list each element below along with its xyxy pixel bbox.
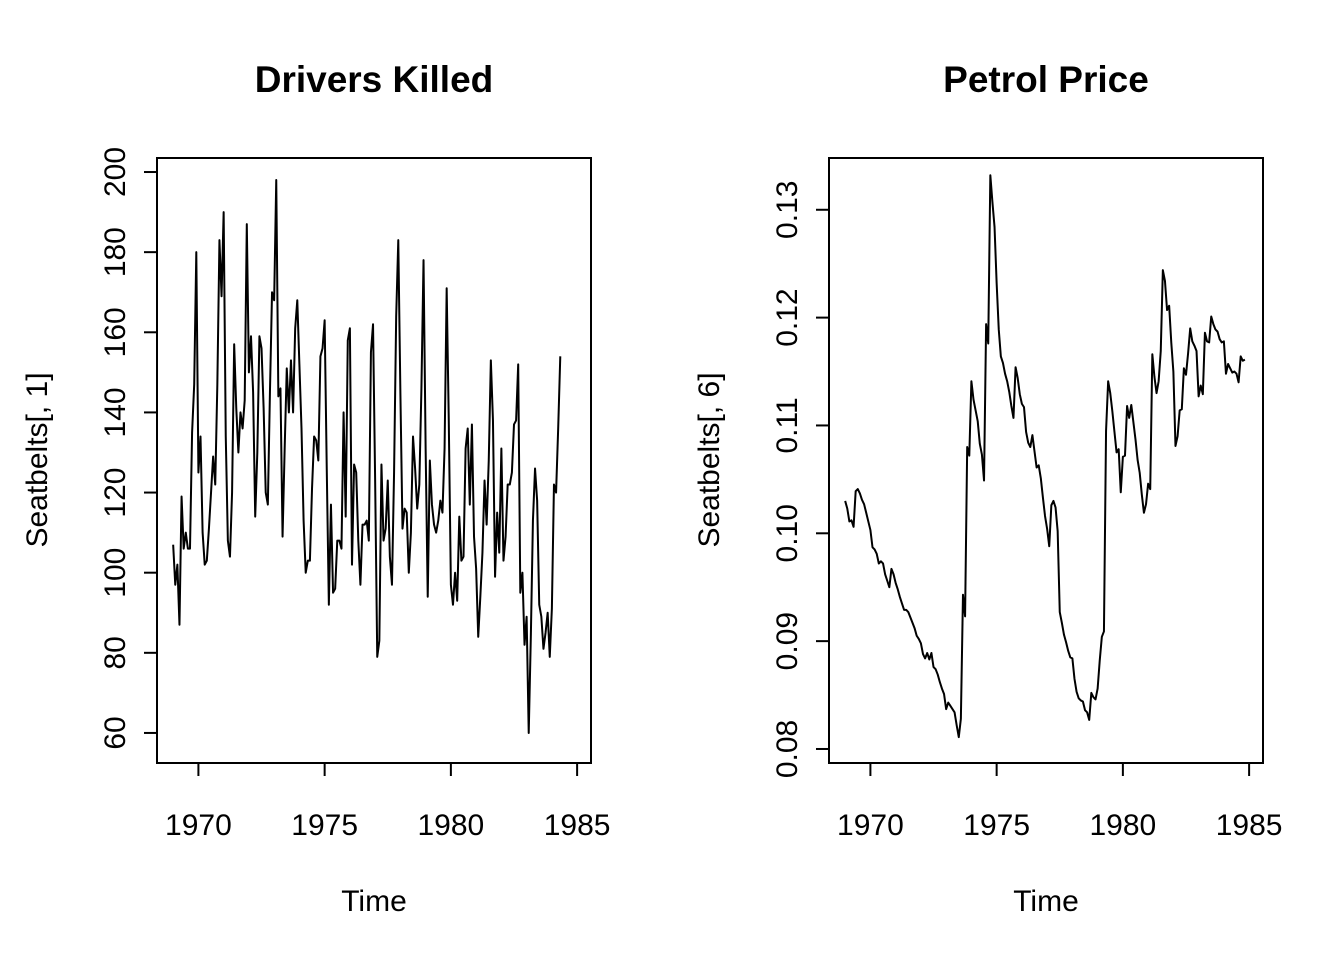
x-tick-label: 1970 [837, 809, 904, 842]
x-tick-label: 1980 [1090, 809, 1157, 842]
y-tick-label: 0.08 [771, 720, 804, 778]
petrol-price-panel: Petrol Price Time Seatbelts[, 6] 1970 197… [693, 59, 1282, 918]
x-tick-label: 1975 [291, 809, 358, 842]
y-tick-label: 0.10 [771, 504, 804, 562]
y-tick-label: 0.13 [771, 181, 804, 239]
y-tick-label: 100 [99, 548, 132, 598]
y-tick-label: 0.09 [771, 612, 804, 670]
x-axis-title: Time [341, 885, 407, 918]
plot-marks [844, 174, 1246, 739]
x-tick-label: 1985 [544, 809, 611, 842]
chart-title: Petrol Price [943, 59, 1149, 100]
series-line [172, 179, 562, 734]
axes: 1970 1975 1980 1985 60 80 100 120 140 160 180 200 [99, 147, 610, 842]
y-tick-label: 140 [99, 387, 132, 437]
chart-title: Drivers Killed [255, 59, 494, 100]
y-tick-label: 0.11 [771, 397, 804, 453]
y-tick-label: 60 [99, 716, 132, 749]
x-tick-label: 1975 [963, 809, 1030, 842]
drivers-killed-panel: Drivers Killed Time Seatbelts[, 1] 1970 1… [21, 59, 610, 918]
x-tick-label: 1980 [418, 809, 485, 842]
y-tick-label: 160 [99, 307, 132, 357]
plot-frame [828, 157, 1264, 764]
series-line [844, 174, 1246, 739]
x-tick-label: 1970 [165, 809, 232, 842]
y-axis-title: Seatbelts[, 6] [693, 372, 726, 547]
y-tick-label: 0.12 [771, 288, 804, 346]
y-axis-title: Seatbelts[, 1] [21, 372, 54, 547]
axes: 1970 1975 1980 1985 0.08 0.09 0.10 0.11 0.12 0.13 [771, 181, 1282, 842]
x-tick-label: 1985 [1216, 809, 1283, 842]
plot-marks [172, 179, 562, 734]
y-tick-label: 80 [99, 636, 132, 669]
y-tick-label: 180 [99, 227, 132, 277]
y-tick-label: 120 [99, 468, 132, 518]
x-axis-title: Time [1013, 885, 1079, 918]
y-tick-label: 200 [99, 147, 132, 197]
